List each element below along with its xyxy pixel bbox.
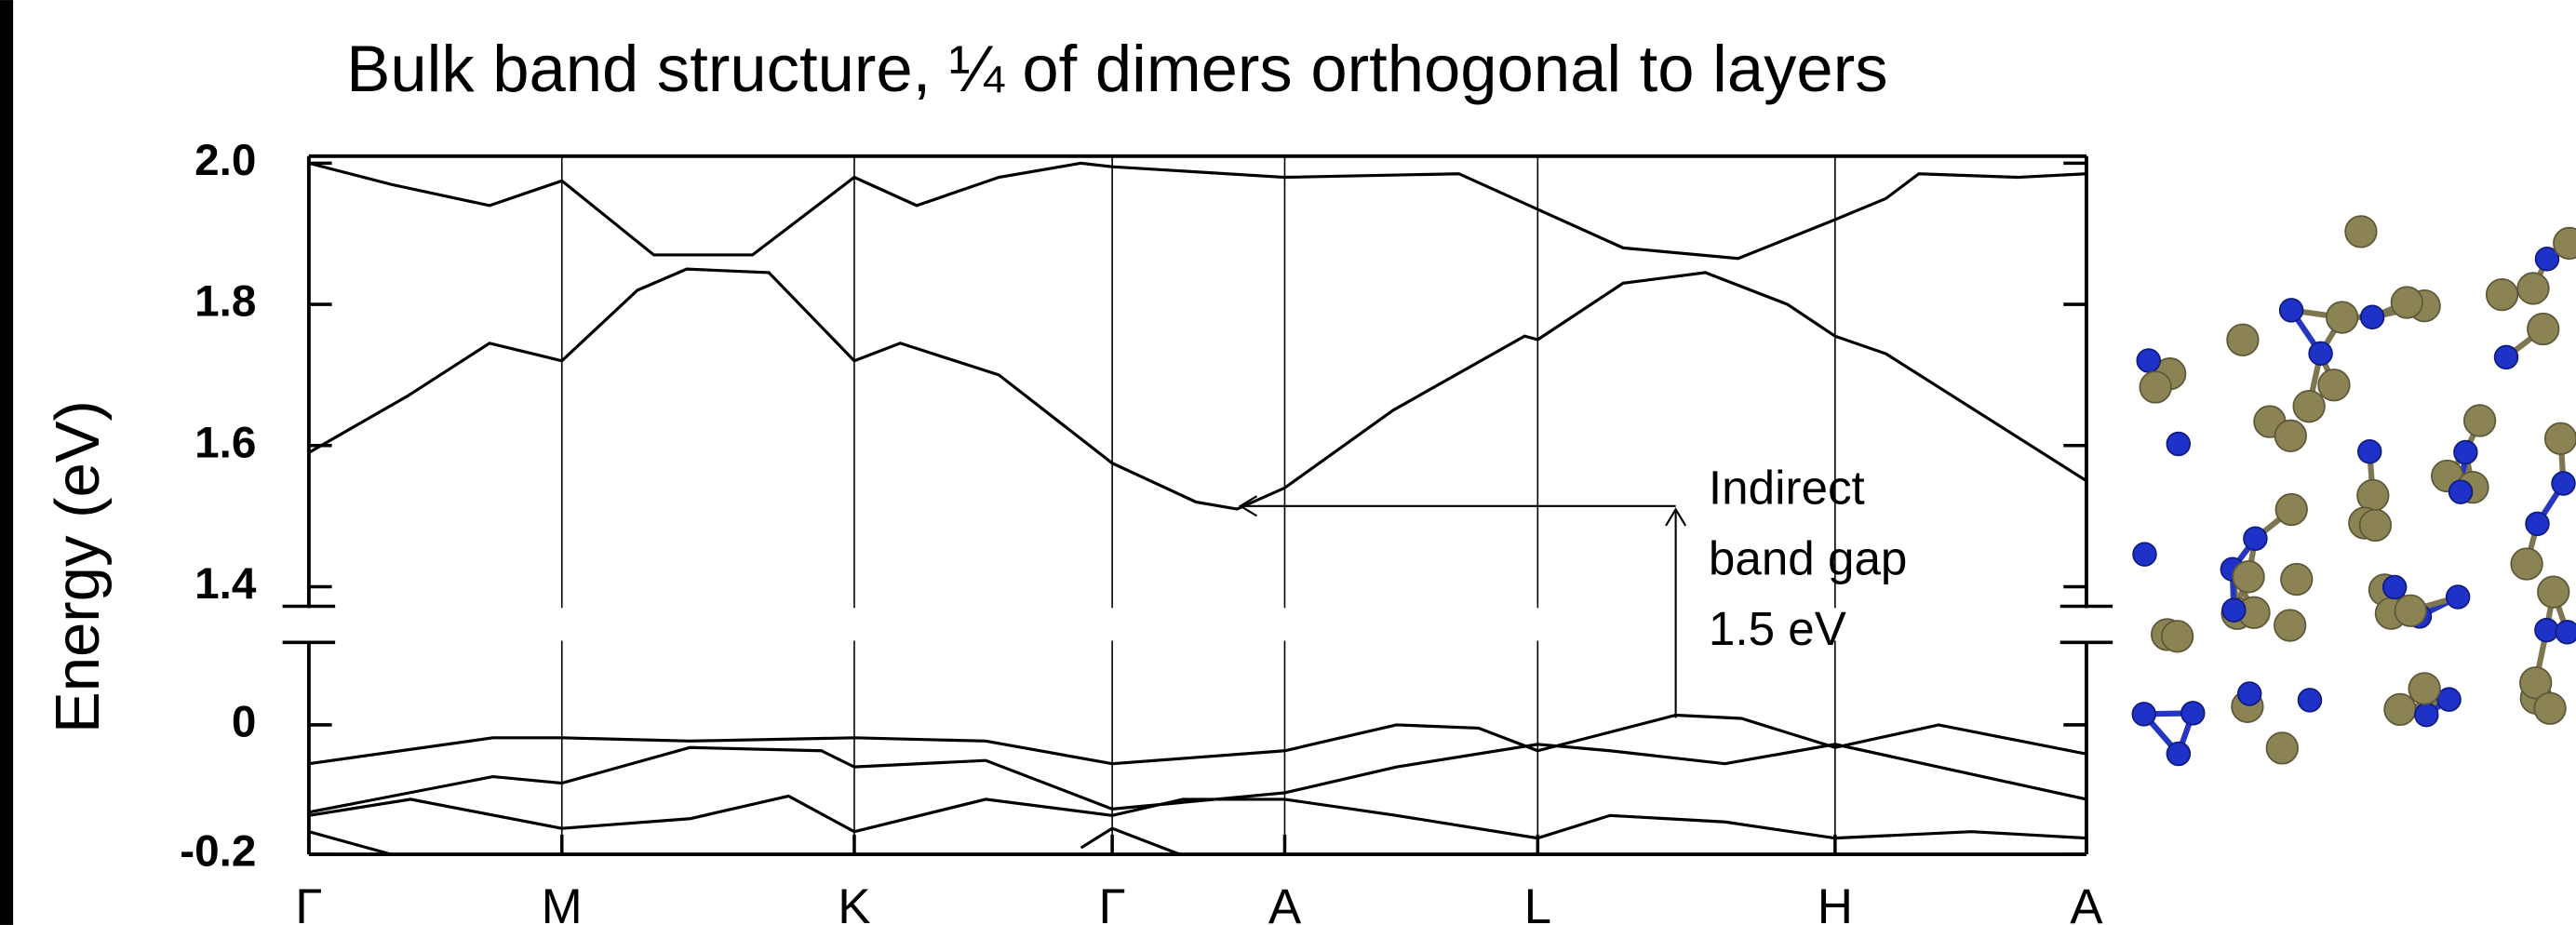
atom	[2238, 682, 2261, 705]
molecule-image	[2132, 216, 2576, 765]
atom	[2275, 494, 2307, 526]
atom	[2281, 564, 2313, 596]
atom	[2383, 576, 2407, 599]
annotation-text: band gap	[1709, 531, 1908, 584]
atom	[2538, 576, 2569, 608]
atom	[2464, 405, 2496, 436]
chart-title: Bulk band structure, ¼ of dimers orthogo…	[346, 32, 1887, 105]
atom	[2274, 610, 2306, 641]
y-tick-label: 1.8	[195, 277, 256, 327]
atom	[2384, 694, 2416, 726]
atom	[2222, 598, 2246, 622]
atom	[2167, 433, 2190, 456]
x-tick-label: H	[1818, 879, 1853, 925]
atom	[2345, 216, 2377, 248]
band-line	[309, 744, 2086, 812]
x-tick-label: M	[542, 879, 583, 925]
atom	[2275, 421, 2307, 452]
atom	[2227, 324, 2259, 355]
atom	[2327, 302, 2358, 333]
atom	[2556, 621, 2576, 644]
atom	[2526, 513, 2549, 536]
atom	[2361, 305, 2384, 328]
atom	[2293, 391, 2325, 422]
band-line	[309, 716, 2086, 764]
atom	[2181, 702, 2205, 725]
atom	[2454, 441, 2477, 464]
atom	[2534, 693, 2566, 725]
atom	[2358, 440, 2381, 463]
atom	[2167, 743, 2190, 766]
atom	[2517, 273, 2549, 304]
atom	[2449, 480, 2473, 503]
atom	[2318, 369, 2350, 401]
atom	[2554, 228, 2576, 260]
atom	[2552, 472, 2575, 495]
y-tick-label: 0	[232, 698, 257, 747]
axis-break	[262, 606, 2135, 642]
y-axis-label: Energy (eV)	[43, 400, 113, 733]
y-tick-label: 2.0	[195, 136, 256, 185]
atom	[2299, 689, 2322, 712]
atom	[2133, 543, 2156, 566]
x-tick-label: A	[2070, 879, 2103, 925]
atom	[2132, 703, 2155, 726]
atom	[2137, 349, 2160, 372]
atom	[2408, 673, 2440, 704]
atom	[2309, 342, 2332, 365]
left-edge-bar	[0, 0, 13, 925]
annotation-text: Indirect	[1709, 461, 1865, 514]
atom	[2545, 423, 2576, 455]
atom	[2535, 619, 2558, 642]
atom	[2447, 585, 2470, 609]
band-line	[309, 828, 1180, 854]
atom	[2395, 595, 2426, 626]
band-line	[309, 163, 2086, 258]
atom	[2437, 688, 2461, 711]
atom	[2511, 548, 2542, 580]
atom	[2162, 621, 2194, 652]
atom	[2233, 561, 2264, 593]
atom	[2280, 299, 2303, 322]
atom	[2140, 371, 2171, 403]
y-tick-label: 1.4	[195, 559, 257, 609]
y-tick-label: -0.2	[180, 827, 256, 877]
x-tick-label: Γ	[295, 879, 322, 925]
atom	[2415, 704, 2438, 727]
atom	[2495, 346, 2518, 369]
x-tick-label: Γ	[1099, 879, 1126, 925]
atom	[2267, 732, 2299, 764]
atom	[2360, 510, 2392, 542]
x-tick-label: A	[1268, 879, 1302, 925]
annotation-text: 1.5 eV	[1709, 602, 1846, 655]
atom	[2392, 287, 2423, 318]
bands	[309, 716, 2086, 855]
y-tick-label: 1.6	[195, 418, 256, 467]
atom	[2357, 480, 2389, 512]
plot-area: 2.0 1.8 1.6 1.4 0 -0.2 Γ M K Γ A L H A	[180, 136, 2103, 925]
atom	[2244, 527, 2267, 550]
atom	[2528, 314, 2559, 345]
x-tick-label: K	[838, 879, 870, 925]
band-gap-arrow	[1241, 496, 1685, 717]
atom	[2487, 279, 2518, 311]
x-tick-label: L	[1524, 879, 1551, 925]
slide: Bulk band structure, ¼ of dimers orthogo…	[0, 0, 2576, 925]
bands	[309, 163, 2086, 509]
page: {"chart_data": [ {"type": "line", "title…	[0, 0, 2576, 925]
